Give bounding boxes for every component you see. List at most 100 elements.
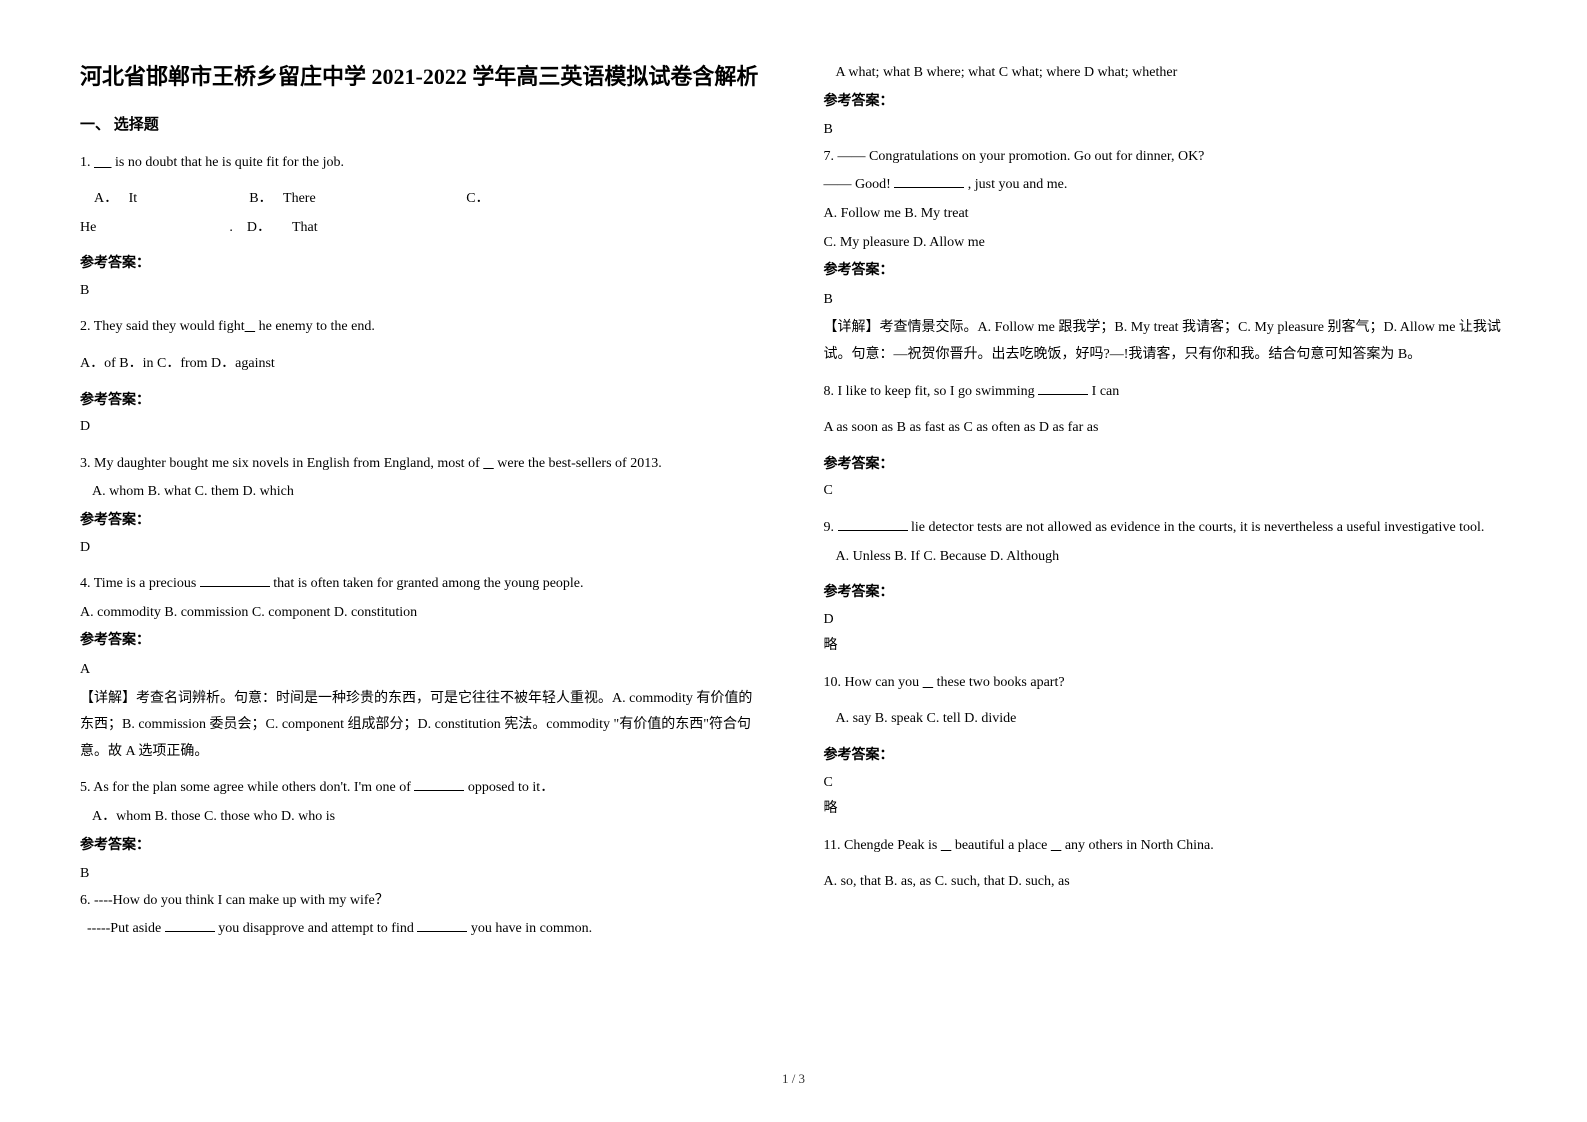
- q9-blank: [838, 517, 908, 531]
- q9-answer-block: 参考答案： D 略: [824, 580, 1508, 660]
- q11-stem-b: beautiful a place: [955, 838, 1051, 853]
- q1-answer: B: [80, 278, 764, 305]
- q7-l2-b: , just you and me.: [968, 177, 1068, 192]
- question-2: 2. They said they would fight he enemy t…: [80, 314, 764, 341]
- q7-blank: [894, 174, 964, 188]
- q1-optB-pre: B．: [249, 191, 272, 206]
- q9-answer: D: [824, 607, 1508, 634]
- q9-ans-label: 参考答案：: [824, 580, 1508, 607]
- q5-blank: [414, 777, 464, 791]
- q6-answer: B: [824, 117, 1508, 144]
- page: 河北省邯郸市王桥乡留庄中学 2021-2022 学年高三英语模拟试卷含解析 一、…: [0, 0, 1587, 1122]
- question-10: 10. How can you these two books apart?: [824, 670, 1508, 697]
- q1-optC: He: [80, 220, 96, 235]
- q5-stem-a: 5. As for the plan some agree while othe…: [80, 780, 414, 795]
- q4-blank: [200, 573, 270, 587]
- q8-stem-a: 8. I like to keep fit, so I go swimming: [824, 384, 1039, 399]
- q9-stem-a: 9.: [824, 520, 838, 535]
- q1-stem-b: is no doubt that he is quite fit for the…: [115, 155, 344, 170]
- q5-answer: B: [80, 861, 764, 888]
- question-4-options: A. commodity B. commission C. component …: [80, 600, 764, 627]
- document-title: 河北省邯郸市王桥乡留庄中学 2021-2022 学年高三英语模拟试卷含解析: [80, 60, 764, 93]
- question-3-options: A. whom B. what C. them D. which: [92, 479, 764, 506]
- q7-answer-block: 参考答案：: [824, 258, 1508, 285]
- question-9-options: A. Unless B. If C. Because D. Although: [836, 544, 1508, 571]
- q1-optB: There: [283, 191, 316, 206]
- q4-explain: 【详解】考查名词辨析。句意：时间是一种珍贵的东西，可是它往往不被年轻人重视。A.…: [80, 686, 764, 766]
- question-6-line2: -----Put aside you disapprove and attemp…: [80, 916, 764, 943]
- q7-explain-label: 【详解】: [824, 320, 880, 335]
- q11-stem-c: any others in North China.: [1065, 838, 1214, 853]
- q1-optA: It: [129, 191, 138, 206]
- question-1-options: A． It B． There C． He: [80, 186, 764, 241]
- question-6: 6. ----How do you think I can make up wi…: [80, 888, 764, 915]
- question-7-optsA: A. Follow me B. My treat: [824, 201, 1508, 228]
- q4-ans-label: 参考答案：: [80, 633, 150, 648]
- question-7: 7. —— Congratulations on your promotion.…: [824, 144, 1508, 171]
- q1-optA-pre: A．: [94, 191, 118, 206]
- right-column: A what; what B where; what C what; where…: [824, 60, 1508, 1057]
- q3-stem-b: were the best-sellers of 2013.: [497, 456, 661, 471]
- q10-abbrev: 略: [824, 796, 1508, 823]
- q3-answer: D: [80, 535, 764, 562]
- q1-opts-row2: He . D． That: [80, 215, 764, 242]
- question-5: 5. As for the plan some agree while othe…: [80, 775, 764, 802]
- question-10-options: A. say B. speak C. tell D. divide: [836, 706, 1508, 733]
- q10-answer: C: [824, 770, 1508, 797]
- q7-l2-a: —— Good!: [824, 177, 895, 192]
- q2-answer-block: 参考答案： D: [80, 388, 764, 441]
- q3-answer-block: 参考答案： D: [80, 508, 764, 561]
- q2-stem-a: 2. They said they would fight: [80, 319, 245, 334]
- two-column-layout: 河北省邯郸市王桥乡留庄中学 2021-2022 学年高三英语模拟试卷含解析 一、…: [80, 60, 1507, 1057]
- q8-stem-b: I can: [1092, 384, 1120, 399]
- q3-stem-a: 3. My daughter bought me six novels in E…: [80, 456, 483, 471]
- q7-answer: B: [824, 287, 1508, 314]
- q6-answer-block: 参考答案：: [824, 89, 1508, 116]
- q4-answer: A: [80, 657, 764, 684]
- question-8-options: A as soon as B as fast as C as often as …: [824, 415, 1508, 442]
- question-5-options: A．whom B. those C. those who D. who is: [92, 804, 764, 831]
- q6-l2-a: -----Put aside: [87, 921, 165, 936]
- q6-blank1: [165, 918, 215, 932]
- q10-answer-block: 参考答案： C 略: [824, 743, 1508, 823]
- q6-l2-b: you disapprove and attempt to find: [218, 921, 417, 936]
- q2-answer: D: [80, 414, 764, 441]
- q4-stem-a: 4. Time is a precious: [80, 576, 200, 591]
- q6-blank2: [417, 918, 467, 932]
- question-9: 9. lie detector tests are not allowed as…: [824, 515, 1508, 542]
- q11-stem-a: 11. Chengde Peak is: [824, 838, 941, 853]
- q7-ans-label: 参考答案：: [824, 263, 894, 278]
- q5-ans-label: 参考答案：: [80, 838, 150, 853]
- q2-ans-label: 参考答案：: [80, 388, 764, 415]
- question-8: 8. I like to keep fit, so I go swimming …: [824, 379, 1508, 406]
- q1-optD: That: [292, 220, 318, 235]
- q4-explain-label: 【详解】: [80, 691, 136, 706]
- question-11: 11. Chengde Peak is beautiful a place an…: [824, 833, 1508, 860]
- question-11-options: A. so, that B. as, as C. such, that D. s…: [824, 869, 1508, 896]
- question-6-options: A what; what B where; what C what; where…: [836, 60, 1508, 87]
- q9-stem-b: lie detector tests are not allowed as ev…: [911, 520, 1484, 535]
- q5-answer-block: 参考答案：: [80, 833, 764, 860]
- q8-answer-block: 参考答案： C: [824, 452, 1508, 505]
- section-heading: 一、 选择题: [80, 111, 764, 140]
- q1-optC-pre: C．: [466, 191, 489, 206]
- q10-ans-label: 参考答案：: [824, 743, 1508, 770]
- question-2-options: A．of B．in C．from D．against: [80, 351, 764, 378]
- q10-stem-a: 10. How can you: [824, 675, 923, 690]
- q1-ans-label: 参考答案：: [80, 251, 764, 278]
- left-column: 河北省邯郸市王桥乡留庄中学 2021-2022 学年高三英语模拟试卷含解析 一、…: [80, 60, 764, 1057]
- q4-answer-block: 参考答案：: [80, 628, 764, 655]
- q7-explain: 【详解】考查情景交际。A. Follow me 跟我学；B. My treat …: [824, 315, 1508, 368]
- q8-blank: [1038, 381, 1088, 395]
- q10-stem-b: these two books apart?: [937, 675, 1065, 690]
- question-3: 3. My daughter bought me six novels in E…: [80, 451, 764, 478]
- page-footer: 1 / 3: [80, 1057, 1507, 1092]
- q8-answer: C: [824, 478, 1508, 505]
- question-7-line2: —— Good! , just you and me.: [824, 172, 1508, 199]
- q1-opts-row1: A． It B． There C．: [80, 186, 764, 213]
- q8-ans-label: 参考答案：: [824, 452, 1508, 479]
- question-1: 1. is no doubt that he is quite fit for …: [80, 150, 764, 177]
- q4-explain-text: 考查名词辨析。句意：时间是一种珍贵的东西，可是它往往不被年轻人重视。A. com…: [80, 691, 752, 759]
- q2-stem-b: he enemy to the end.: [259, 319, 375, 334]
- q6-l2-c: you have in common.: [471, 921, 592, 936]
